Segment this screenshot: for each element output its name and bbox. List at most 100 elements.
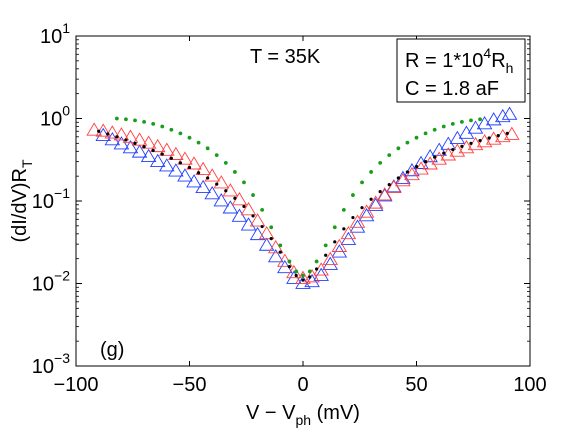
point-black-dots-10: [187, 165, 192, 170]
y-axis-title-sub: T: [19, 159, 35, 168]
legend-line-capacitance: C = 1.8 aF: [405, 78, 499, 100]
point-green-dots-40: [469, 118, 473, 123]
panel-label: (g): [100, 339, 124, 361]
point-green-dots-41: [478, 117, 482, 122]
point-black-dots-7: [160, 152, 164, 156]
point-black-dots-36: [414, 164, 419, 169]
y-axis-title: (dI/dV)RT: [9, 159, 35, 242]
point-green-dots-14: [242, 180, 246, 185]
point-black-dots-12: [206, 176, 210, 180]
point-black-dots-40: [451, 147, 455, 152]
point-blue-triangles-4: [131, 144, 148, 158]
point-red-triangles-6: [140, 135, 157, 149]
point-blue-triangles-6: [149, 153, 166, 167]
point-blue-triangles-2: [113, 136, 130, 150]
point-red-triangles-13: [204, 168, 220, 182]
point-green-dots-35: [423, 131, 428, 136]
temperature-label: T = 35K: [250, 46, 321, 68]
point-red-triangles-29: [349, 214, 366, 228]
point-green-dots-24: [323, 243, 328, 248]
point-blue-triangles-19: [267, 249, 284, 263]
point-black-dots-26: [324, 253, 328, 257]
point-red-triangles-33: [386, 179, 402, 194]
point-red-triangles-4: [122, 129, 139, 143]
point-blue-triangles-7: [159, 158, 175, 172]
x-axis-title-main: V − V: [246, 402, 296, 424]
point-red-triangles-27: [331, 238, 348, 252]
point-green-dots-32: [396, 146, 401, 151]
point-blue-triangles-17: [249, 226, 266, 241]
point-black-dots-19: [269, 237, 273, 241]
point-blue-triangles-8: [168, 163, 184, 177]
point-blue-triangles-15: [231, 208, 248, 222]
point-green-dots-7: [178, 131, 183, 136]
point-green-dots-3: [142, 119, 147, 124]
point-black-dots-46: [505, 131, 509, 135]
point-green-dots-20: [294, 269, 299, 274]
legend-line-resistance: R = 1*104Rh: [405, 45, 513, 76]
point-black-dots-33: [387, 183, 391, 187]
point-black-dots-29: [351, 215, 355, 220]
legend-resistance-sub: h: [506, 60, 514, 76]
point-black-dots-2: [115, 135, 119, 139]
point-blue-triangles-30: [367, 197, 384, 211]
y-tick-label-3: 100: [40, 103, 70, 131]
point-red-triangles-0: [86, 122, 102, 136]
point-red-triangles-28: [340, 225, 357, 240]
point-black-dots-35: [405, 170, 410, 174]
point-black-dots-14: [224, 189, 228, 193]
point-black-dots-31: [369, 197, 373, 201]
point-blue-triangles-44: [494, 108, 511, 123]
point-red-triangles-2: [104, 125, 121, 139]
x-tick-label-4: 100: [513, 374, 546, 396]
legend-box: R = 1*104Rh C = 1.8 aF: [396, 38, 526, 103]
point-black-dots-13: [215, 182, 219, 186]
point-black-dots-5: [142, 145, 146, 149]
point-green-dots-22: [307, 269, 312, 274]
y-tick-label-2: 10−1: [32, 185, 70, 213]
point-red-triangles-26: [322, 251, 339, 265]
point-blue-triangles-45: [501, 106, 518, 120]
point-red-triangles-3: [113, 127, 130, 141]
y-tick-label-4: 101: [40, 20, 70, 48]
x-axis-title-sub: ph: [296, 412, 312, 428]
point-green-dots-11: [214, 153, 219, 158]
legend-box-frame: [396, 38, 526, 103]
point-green-dots-18: [278, 243, 283, 248]
point-black-dots-34: [396, 176, 400, 180]
point-green-dots-19: [287, 259, 292, 264]
point-blue-triangles-22: [295, 275, 311, 289]
point-red-triangles-5: [131, 132, 148, 146]
point-black-dots-17: [251, 214, 255, 218]
point-blue-triangles-5: [140, 148, 157, 162]
point-blue-triangles-9: [177, 168, 193, 182]
point-green-dots-23: [314, 259, 319, 264]
y-tick-label-0: 10−3: [32, 350, 70, 378]
point-black-dots-23: [301, 278, 305, 282]
point-black-dots-1: [106, 132, 110, 136]
point-black-dots-44: [487, 136, 491, 140]
legend-resistance-mid: R: [491, 50, 505, 72]
series-green-dots: [114, 116, 482, 278]
series-layer: [86, 106, 520, 289]
point-blue-triangles-18: [258, 237, 275, 251]
point-blue-triangles-1: [104, 132, 121, 146]
point-red-triangles-10: [177, 151, 193, 165]
point-black-dots-16: [242, 204, 246, 209]
point-blue-triangles-29: [358, 208, 375, 222]
point-green-dots-10: [205, 146, 210, 151]
x-tick-label-1: −50: [173, 374, 207, 396]
point-green-dots-1: [124, 117, 128, 122]
point-green-dots-29: [369, 170, 373, 174]
point-red-triangles-8: [159, 142, 175, 156]
point-red-triangles-9: [168, 146, 184, 160]
point-green-dots-6: [169, 127, 174, 132]
point-green-dots-0: [114, 116, 119, 121]
x-tick-label-2: 0: [297, 374, 308, 396]
point-black-dots-27: [333, 240, 337, 244]
point-black-dots-43: [478, 138, 482, 143]
point-green-dots-16: [260, 208, 265, 212]
point-blue-triangles-12: [204, 185, 220, 200]
point-green-dots-33: [405, 140, 410, 145]
